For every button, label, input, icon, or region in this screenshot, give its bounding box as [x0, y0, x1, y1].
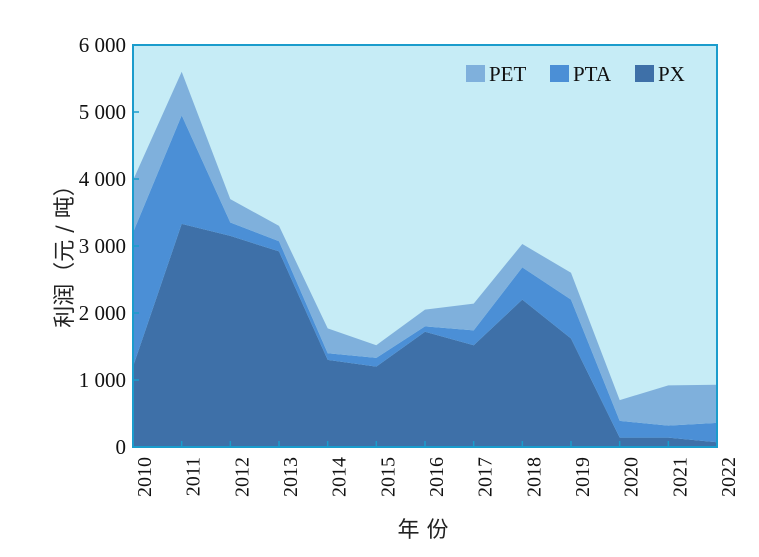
x-tick-label: 2017 [475, 457, 497, 497]
y-tick-label: 5 000 [79, 100, 126, 124]
x-axis-label: 年 份 [398, 518, 449, 543]
y-tick-label: 1 000 [79, 368, 126, 392]
x-tick-label: 2022 [718, 457, 740, 497]
x-tick-label: 2016 [426, 457, 448, 497]
area-series-group [133, 71, 717, 447]
y-axis: 0 1 000 2 000 3 000 4 000 5 000 6 000 [79, 33, 139, 459]
y-tick-label: 6 000 [79, 33, 126, 57]
legend-swatch-px [635, 65, 654, 82]
x-tick-label: 2011 [183, 457, 205, 496]
x-tick-label: 2018 [523, 457, 545, 497]
legend-label-pet: PET [489, 62, 527, 86]
x-tick-label: 2020 [621, 457, 643, 497]
legend-swatch-pta [550, 65, 569, 82]
legend-label-px: PX [658, 62, 685, 86]
y-tick-label: 2 000 [79, 301, 126, 325]
x-tick-label: 2021 [669, 457, 691, 497]
y-tick-label: 0 [116, 435, 127, 459]
area-pta [133, 115, 717, 443]
legend: PET PTA PX [466, 62, 685, 86]
area-pet [133, 71, 717, 426]
x-tick-label: 2019 [572, 457, 594, 497]
y-tick-label: 4 000 [79, 167, 126, 191]
legend-swatch-pet [466, 65, 485, 82]
x-tick-label: 2012 [231, 457, 253, 497]
x-axis: 2010 2011 2012 2013 2014 2015 2016 2017 2018 2019… [132, 441, 740, 497]
x-tick-label: 2013 [280, 457, 302, 497]
y-axis-label: 利润（元 / 吨） [53, 174, 78, 327]
area-px [133, 223, 717, 447]
y-tick-label: 3 000 [79, 234, 126, 258]
legend-label-pta: PTA [573, 62, 612, 86]
x-tick-label: 2015 [377, 457, 399, 497]
x-tick-label: 2014 [329, 457, 351, 497]
x-tick-label: 2010 [134, 457, 156, 497]
